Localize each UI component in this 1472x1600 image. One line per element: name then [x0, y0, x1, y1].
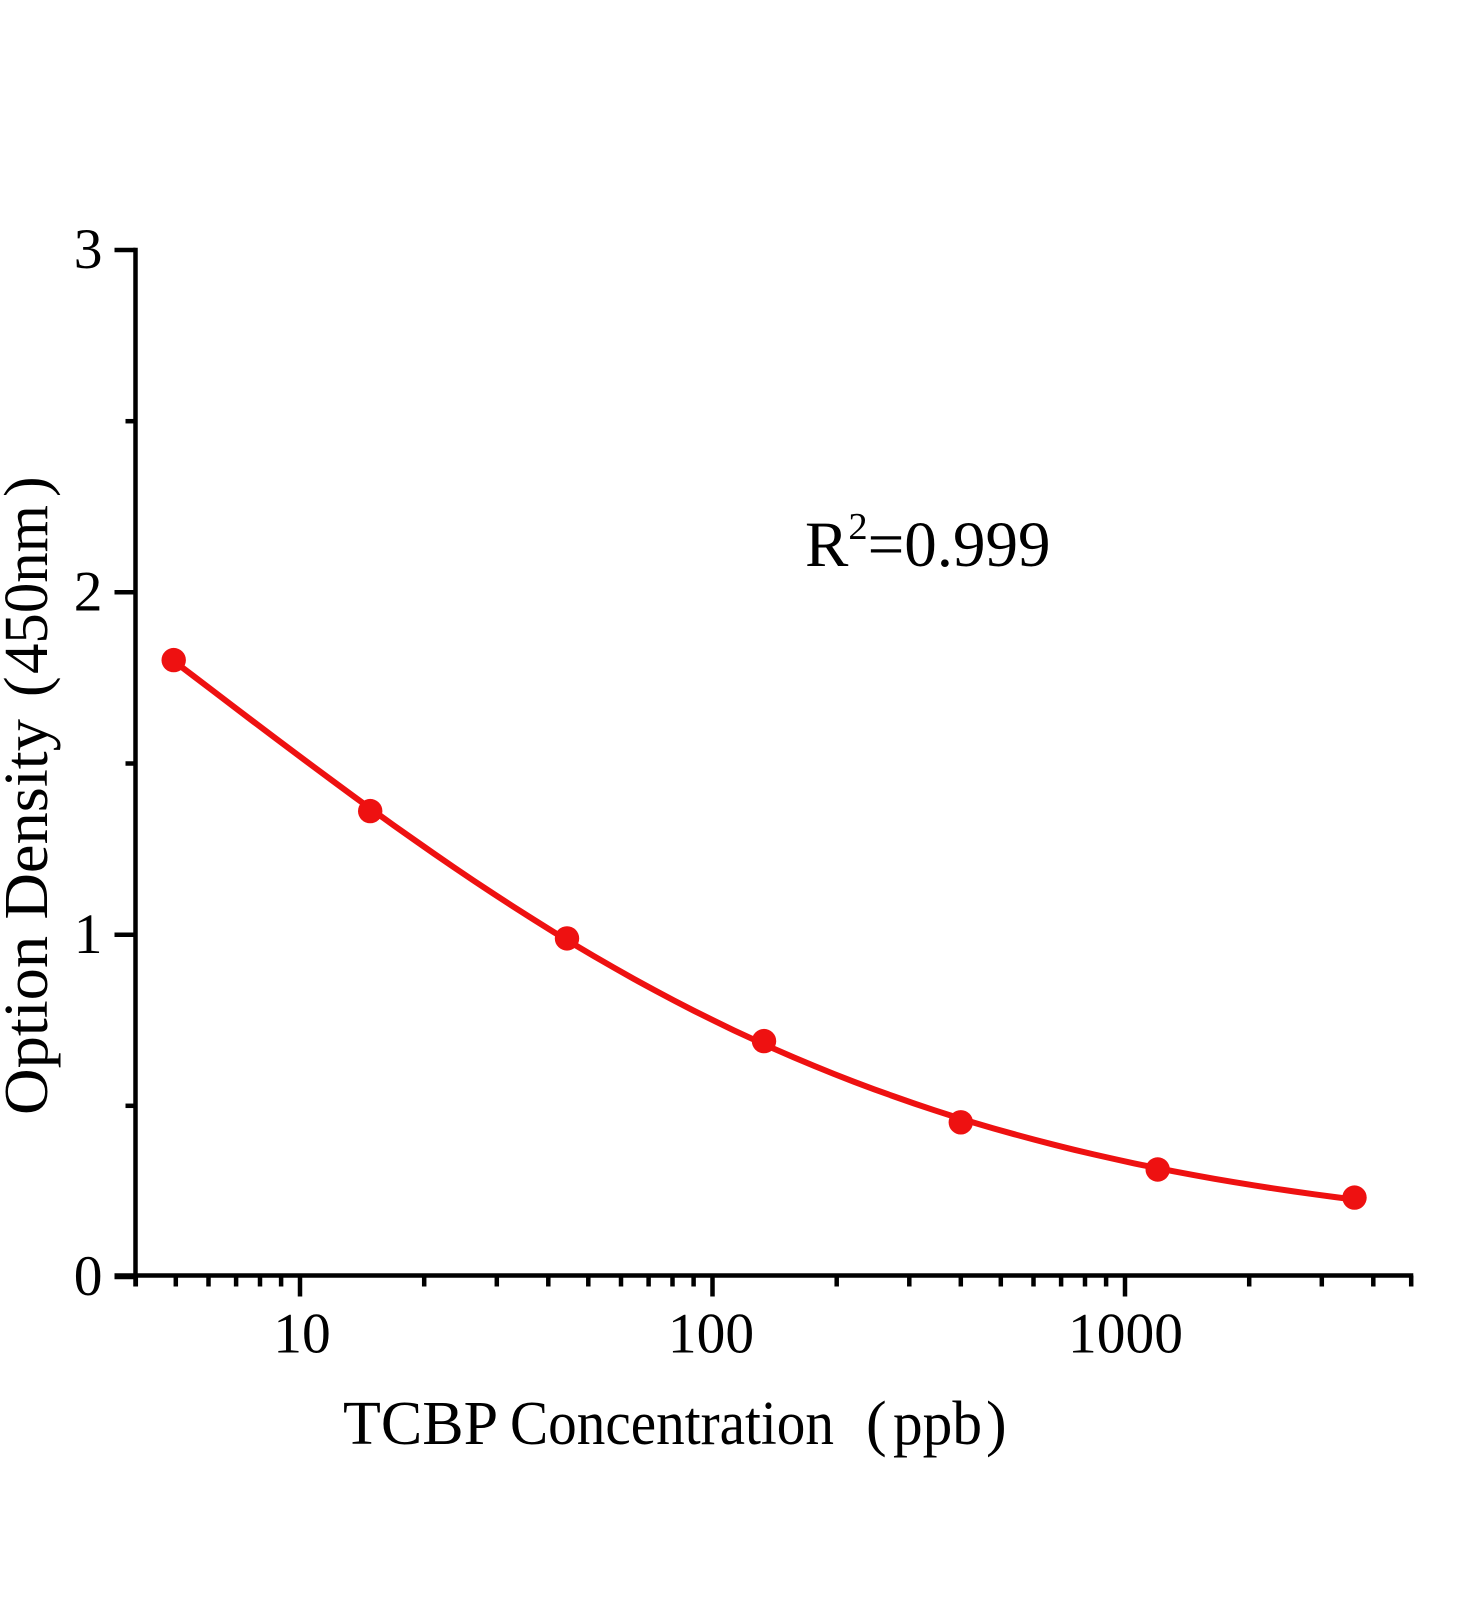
- svg-text:TCBP: TCBP: [343, 1390, 498, 1458]
- svg-text:): ): [986, 1390, 1007, 1458]
- svg-text:): ): [0, 476, 61, 497]
- svg-text:2: 2: [74, 561, 103, 624]
- svg-text:10: 10: [273, 1303, 331, 1366]
- svg-text:450nm: 450nm: [0, 505, 61, 674]
- svg-text:ppb: ppb: [893, 1390, 982, 1458]
- svg-text:(: (: [0, 676, 61, 697]
- svg-text:1: 1: [74, 903, 103, 966]
- svg-text:R2=0.999: R2=0.999: [805, 506, 1051, 581]
- svg-text:1000: 1000: [1068, 1303, 1183, 1366]
- svg-text:(: (: [866, 1390, 887, 1458]
- svg-text:100: 100: [668, 1303, 754, 1366]
- svg-text:Concentration: Concentration: [510, 1390, 834, 1458]
- svg-text:3: 3: [74, 218, 103, 281]
- svg-text:Option Density: Option Density: [0, 719, 61, 1115]
- svg-text:0: 0: [74, 1245, 103, 1308]
